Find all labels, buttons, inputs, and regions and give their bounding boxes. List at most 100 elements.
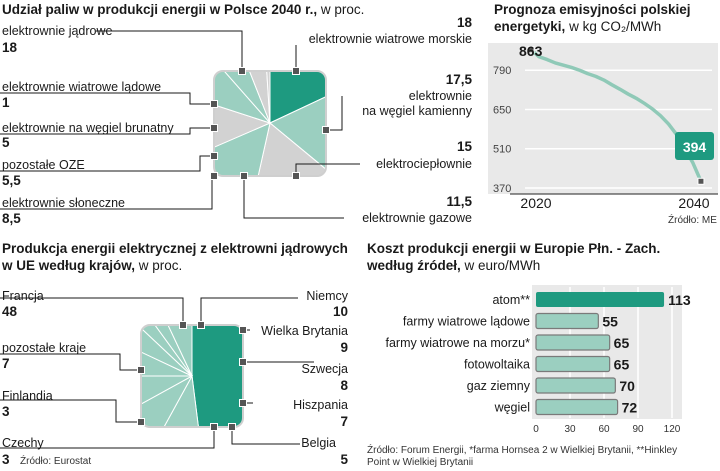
bar1-xtick-4: 120 — [664, 424, 681, 435]
pie1-value-lignite: 5 — [2, 135, 10, 150]
line1-start-marker — [527, 46, 535, 54]
bar1-unit: w euro/MWh — [464, 258, 541, 273]
bar1-label-0: atom** — [492, 293, 530, 307]
bar1-xtick-1: 30 — [564, 424, 576, 435]
pie1-slice-3 — [214, 122, 271, 176]
pie1-slice-8 — [264, 71, 271, 124]
bar1-bg — [532, 285, 682, 419]
line1-title-1: Prognoza emisyjności polskiej — [494, 2, 691, 17]
pie2-label-other: pozostałe kraje — [2, 341, 87, 355]
pie2-label-germany: Niemcy — [306, 289, 348, 303]
pie2-label-spain: Hiszpania — [293, 398, 348, 412]
line1-end-marker — [697, 177, 705, 185]
pie2-leader-germany — [200, 297, 298, 325]
pie1-label-solar: elektrownie słoneczne — [2, 196, 125, 210]
pie2-leader-germany-marker — [197, 321, 205, 329]
line1-xtick-0: 2020 — [520, 195, 551, 211]
pie1-slice-1 — [269, 86, 326, 176]
pie2-value-other: 7 — [2, 356, 10, 371]
pie1-leader-chp-marker — [292, 172, 300, 180]
line1-end-badge — [675, 132, 714, 160]
line1-unit: w kg CO₂/MWh — [569, 19, 662, 34]
bar1-xtick-2: 60 — [598, 424, 610, 435]
pie2-label-belgium: Belgia — [301, 436, 336, 450]
pie1-value-nuclear: 18 — [2, 40, 18, 55]
pie2-leader-uk-marker — [239, 326, 247, 334]
bar1-value-3: 65 — [614, 357, 630, 373]
pie1-leader-hardcoal — [326, 96, 343, 131]
pie1-slice-2 — [253, 122, 326, 176]
pie1-leader-onshore-marker — [210, 100, 218, 108]
pie1-slice-0 — [269, 71, 326, 124]
line1-ytick-2: 510 — [493, 144, 511, 156]
pie2-leader-czechia-marker — [210, 423, 218, 431]
pie1-leader-gas-marker — [240, 172, 248, 180]
pie1-value-other-res: 5,5 — [2, 173, 21, 188]
bar1-source-1: Źródło: Forum Energii, *farma Hornsea 2 … — [367, 445, 678, 456]
pie2-title-1: Produkcja energii elektrycznej z elektro… — [2, 241, 348, 256]
pie2-slice-2 — [141, 374, 194, 427]
bar1-title: Koszt produkcji energii w Europie Płn. -… — [367, 240, 660, 274]
pie1-label-other-res: pozostałe OZE — [2, 158, 85, 172]
bar1-label-4: gaz ziemny — [467, 379, 531, 393]
line1-ytick-0: 790 — [493, 65, 511, 77]
bar1-label-5: węgiel — [494, 401, 530, 415]
pie2-slice-6 — [141, 325, 193, 377]
pie2-wedge-group — [141, 325, 243, 427]
line1-source: Źródło: ME — [668, 215, 717, 226]
line1-series — [529, 48, 703, 184]
bar1-value-5: 72 — [622, 400, 638, 416]
pie1-unit: w proc. — [320, 2, 365, 17]
bar1-bar-1 — [535, 312, 599, 330]
pie1-value-gas: 11,5 — [446, 194, 472, 209]
line1-xtick-1: 2040 — [678, 195, 709, 211]
pie1-wedges — [213, 70, 327, 177]
pie1-leader-nuclear-marker — [238, 67, 246, 75]
pie1-leader-solar — [0, 175, 214, 210]
pie1-leader-gas — [243, 176, 344, 219]
pie1-value-chp: 15 — [456, 139, 472, 154]
pie2-slice-8 — [157, 325, 193, 377]
pie1-leader-other-res — [0, 155, 214, 172]
bar1-title-1: Koszt produkcji energii w Europie Płn. -… — [367, 241, 661, 256]
pie2-value-uk: 9 — [340, 340, 348, 355]
bar1-title-2: według źródeł, — [367, 258, 461, 273]
pie1-value-hardcoal: 17,5 — [445, 72, 472, 87]
pie2-leader-spain-marker — [239, 399, 247, 407]
pie2-leader-france — [0, 297, 184, 325]
pie1-label-lignite: elektrownie na węgiel brunatny — [2, 121, 174, 135]
pie1-title: Udział paliw w produkcji energii w Polsc… — [2, 1, 364, 18]
bar1-label-2: farmy wiatrowe na morzu* — [386, 336, 531, 350]
bar1-bar-4 — [535, 377, 616, 394]
pie1-label-nuclear: elektrownie jądrowe — [2, 24, 113, 38]
bar1-value-1: 55 — [602, 314, 618, 330]
pie1-leader-onshore — [0, 92, 214, 105]
pie2-label-france: Francja — [2, 289, 44, 303]
line1-title-2: energetyki, — [494, 19, 566, 34]
pie1-leader-solar-marker — [210, 172, 218, 180]
pie2-label-sweden: Szwecja — [301, 362, 348, 376]
pie2-value-france: 48 — [2, 304, 18, 319]
pie2-leader-czechia — [0, 427, 215, 449]
pie1-value-offshore: 18 — [456, 15, 472, 30]
pie1-label-offshore: elektrownie wiatrowe morskie — [308, 32, 472, 46]
line1-ytick-1: 650 — [493, 104, 511, 116]
pie1-label-hardcoal-1: elektrownie — [408, 89, 472, 103]
pie1-slice-5 — [214, 71, 272, 125]
pie1-label-onshore: elektrownie wiatrowe lądowe — [2, 80, 162, 94]
pie1-leader-other-res-marker — [210, 152, 218, 160]
line1-ytick-3: 370 — [493, 183, 511, 195]
pie1-value-solar: 8,5 — [2, 211, 21, 226]
pie1-title-text: Udział paliw w produkcji energii w Polsc… — [2, 2, 318, 17]
bar1-source-2: Point w Wielkiej Brytanii — [367, 457, 474, 468]
pie2-slice-1 — [152, 374, 202, 427]
pie2-label-czechia: Czechy — [2, 436, 44, 450]
pie2-wedges — [140, 324, 244, 428]
line1-bg — [488, 43, 718, 194]
pie2-value-czechia: 3 — [2, 452, 10, 467]
pie1-leader-offshore-marker — [292, 67, 300, 75]
line1-title: Prognoza emisyjności polskiej energetyki… — [494, 1, 691, 35]
pie2-leader-france-marker — [179, 321, 187, 329]
bar1-bar-2 — [535, 334, 611, 351]
pie2-value-spain: 7 — [340, 414, 348, 429]
